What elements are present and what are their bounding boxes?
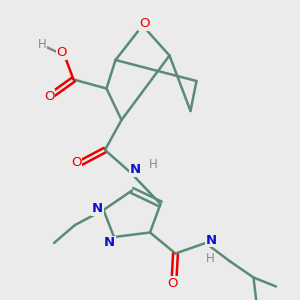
Text: O: O xyxy=(56,46,67,59)
Text: O: O xyxy=(71,155,82,169)
Text: O: O xyxy=(167,277,178,290)
Text: H: H xyxy=(38,38,46,52)
Text: O: O xyxy=(139,17,149,31)
Text: N: N xyxy=(206,233,217,247)
Text: N: N xyxy=(129,163,141,176)
Text: H: H xyxy=(148,158,158,172)
Text: O: O xyxy=(44,89,55,103)
Text: H: H xyxy=(206,251,214,265)
Text: N: N xyxy=(104,236,115,250)
Text: N: N xyxy=(92,202,103,215)
